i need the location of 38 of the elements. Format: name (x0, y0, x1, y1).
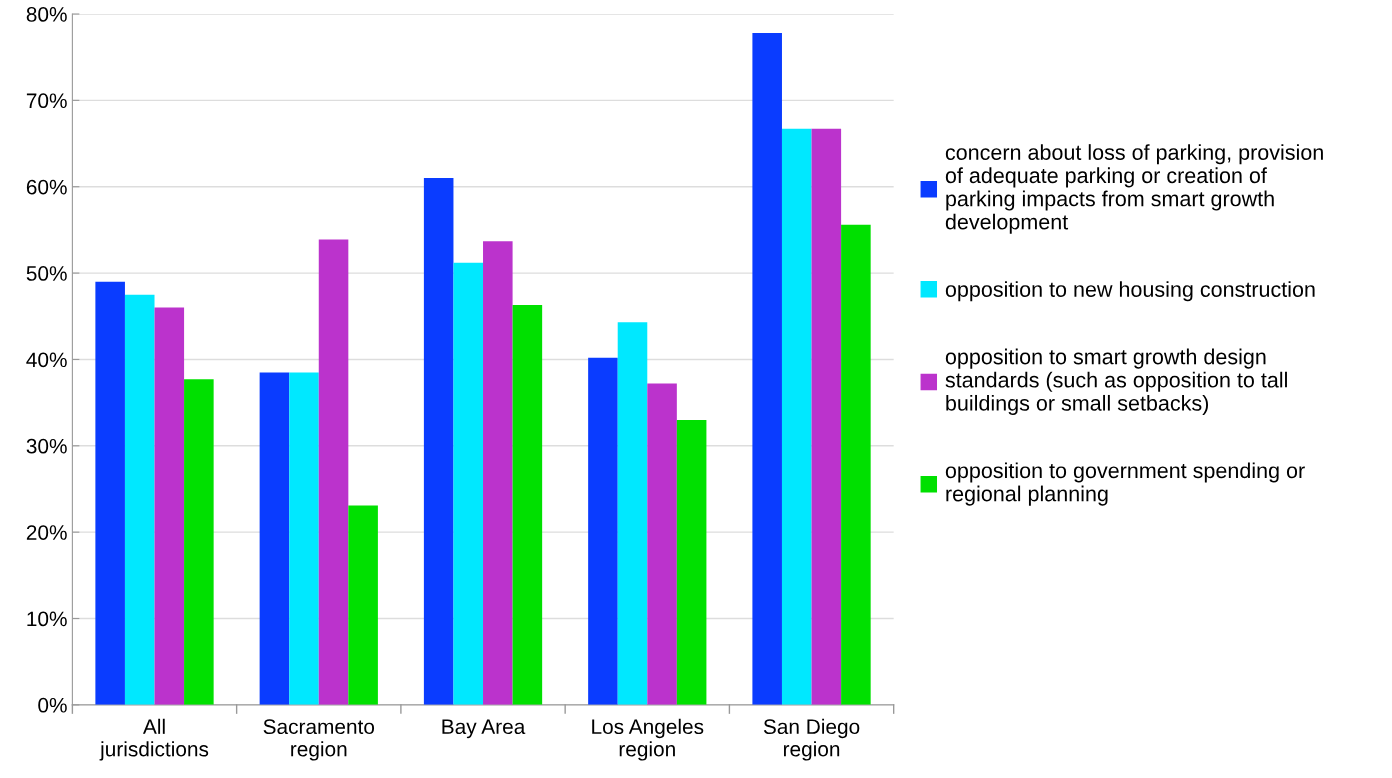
bar (483, 241, 513, 705)
bar (781, 128, 812, 705)
x-tick-label: San Diego region (763, 718, 860, 761)
bar (95, 281, 125, 705)
bar (154, 307, 185, 705)
bar (184, 379, 214, 705)
bar (318, 239, 349, 705)
y-tick-label: 20% (26, 525, 67, 540)
bar (811, 128, 842, 705)
bar (512, 305, 543, 705)
y-tick-label: 60% (26, 179, 67, 195)
bar (259, 372, 290, 705)
y-tick-label: 10% (27, 611, 67, 627)
x-tick-label: Los Angeles region (592, 718, 704, 761)
bar (647, 383, 677, 705)
bar (841, 224, 871, 705)
y-tick-label: 50% (26, 266, 67, 281)
y-tick-label: 80% (26, 7, 67, 22)
y-tick-label: 70% (26, 93, 67, 109)
x-tick-label: Bay Area (442, 719, 526, 739)
y-tick-label: 0% (38, 697, 67, 713)
x-tick-label: All jurisdictions (99, 718, 209, 761)
bar (423, 178, 454, 705)
legend-label: opposition to new housing construction (945, 281, 1315, 302)
bar (453, 262, 484, 705)
legend-label: opposition to smart growth design standards (such as opposition to tall buildings or small setbacks) (945, 348, 1287, 416)
legend-label: concern about loss of parking, provision of adequate parking or creation of parking impacts from smart growth development (945, 144, 1323, 234)
bar (348, 505, 378, 705)
bar (617, 322, 648, 705)
y-tick-label: 30% (26, 438, 67, 454)
x-tick-label: Sacramento region (263, 719, 375, 761)
legend-label: opposition to government spending or regional planning (945, 462, 1305, 506)
bar (124, 294, 155, 705)
bar (676, 419, 707, 705)
y-tick-label: 40% (26, 352, 67, 368)
bar (588, 357, 618, 705)
bar (289, 372, 319, 705)
bar (752, 33, 782, 705)
